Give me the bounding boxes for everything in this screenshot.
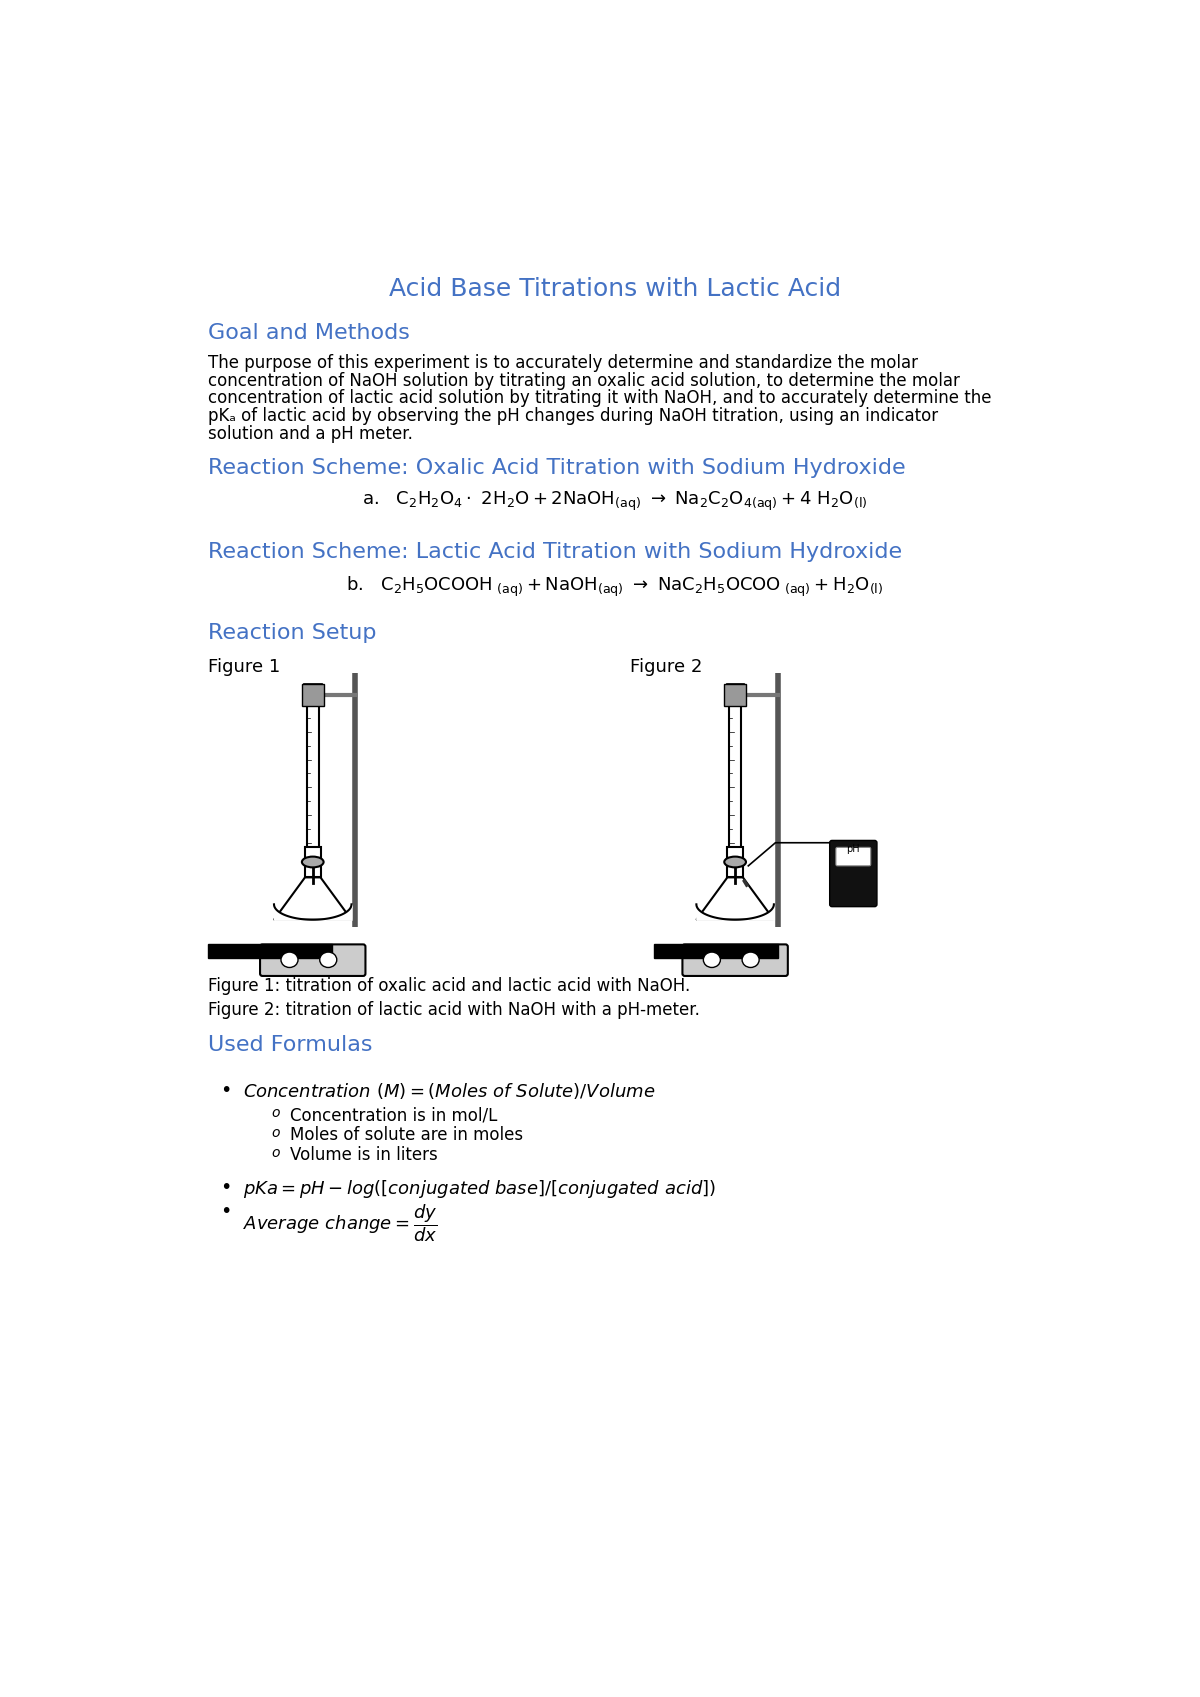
Text: Acid Base Titrations with Lactic Acid: Acid Base Titrations with Lactic Acid	[389, 277, 841, 300]
Polygon shape	[727, 847, 743, 877]
Text: o: o	[271, 1127, 280, 1140]
Ellipse shape	[302, 857, 324, 867]
Text: Moles of solute are in moles: Moles of solute are in moles	[289, 1127, 523, 1144]
Text: Reaction Scheme: Lactic Acid Titration with Sodium Hydroxide: Reaction Scheme: Lactic Acid Titration w…	[208, 543, 902, 562]
Ellipse shape	[725, 857, 746, 867]
Text: $\mathit{pKa = pH - log([conjugated\ base]/[conjugated\ acid])}$: $\mathit{pKa = pH - log([conjugated\ bas…	[242, 1178, 716, 1200]
Text: Figure 2: Figure 2	[630, 658, 703, 675]
Bar	[728, 686, 742, 881]
Bar	[208, 944, 332, 959]
Bar	[725, 684, 746, 706]
Text: $\mathit{Concentration\ (M) = (Moles\ of\ Solute)/Volume}$: $\mathit{Concentration\ (M) = (Moles\ of…	[242, 1081, 655, 1101]
FancyBboxPatch shape	[836, 847, 871, 865]
FancyBboxPatch shape	[683, 944, 788, 976]
Text: Concentration is in mol/L: Concentration is in mol/L	[289, 1106, 497, 1123]
Text: •: •	[220, 1203, 232, 1222]
Text: The purpose of this experiment is to accurately determine and standardize the mo: The purpose of this experiment is to acc…	[208, 353, 918, 372]
Text: Figure 1: Figure 1	[208, 658, 281, 675]
Polygon shape	[274, 877, 352, 920]
Text: Figure 1: titration of oxalic acid and lactic acid with NaOH.: Figure 1: titration of oxalic acid and l…	[208, 977, 690, 996]
Text: concentration of lactic acid solution by titrating it with NaOH, and to accurate: concentration of lactic acid solution by…	[208, 389, 991, 407]
Polygon shape	[305, 847, 320, 877]
Polygon shape	[696, 877, 774, 920]
Text: Used Formulas: Used Formulas	[208, 1035, 373, 1056]
Text: •: •	[220, 1178, 232, 1196]
Text: o: o	[271, 1106, 280, 1120]
FancyBboxPatch shape	[260, 944, 366, 976]
Text: concentration of NaOH solution by titrating an oxalic acid solution, to determin: concentration of NaOH solution by titrat…	[208, 372, 960, 390]
Ellipse shape	[281, 952, 298, 967]
Text: a.   $\mathregular{C_2H_2O_4 \cdot\ 2H_2O + 2NaOH_{(aq)}}$$\ \rightarrow\ $$\mat: a. $\mathregular{C_2H_2O_4 \cdot\ 2H_2O …	[362, 490, 868, 512]
Bar	[302, 684, 324, 706]
Text: Goal and Methods: Goal and Methods	[208, 322, 410, 343]
Ellipse shape	[703, 952, 720, 967]
Ellipse shape	[742, 952, 760, 967]
FancyBboxPatch shape	[829, 840, 877, 906]
Ellipse shape	[319, 952, 337, 967]
Text: $\mathit{Average\ change} = \dfrac{\mathit{dy}}{\mathit{dx}}$: $\mathit{Average\ change} = \dfrac{\math…	[242, 1203, 437, 1244]
Text: Reaction Scheme: Oxalic Acid Titration with Sodium Hydroxide: Reaction Scheme: Oxalic Acid Titration w…	[208, 458, 906, 479]
Text: pH: pH	[846, 843, 859, 854]
Bar	[654, 944, 778, 959]
Text: Reaction Setup: Reaction Setup	[208, 623, 377, 643]
Bar	[306, 686, 319, 881]
Bar	[304, 682, 322, 689]
Text: •: •	[220, 1081, 232, 1100]
Text: pKₐ of lactic acid by observing the pH changes during NaOH titration, using an i: pKₐ of lactic acid by observing the pH c…	[208, 407, 938, 424]
Text: b.   $\mathregular{C_2H_5OCOOH_{\ (aq)} + NaOH_{(aq)}}$$\ \rightarrow\ $$\mathre: b. $\mathregular{C_2H_5OCOOH_{\ (aq)} + …	[347, 575, 883, 599]
Bar	[726, 682, 744, 689]
Text: Volume is in liters: Volume is in liters	[289, 1145, 437, 1164]
Text: solution and a pH meter.: solution and a pH meter.	[208, 424, 413, 443]
Text: Figure 2: titration of lactic acid with NaOH with a pH-meter.: Figure 2: titration of lactic acid with …	[208, 1001, 700, 1018]
Text: o: o	[271, 1145, 280, 1161]
